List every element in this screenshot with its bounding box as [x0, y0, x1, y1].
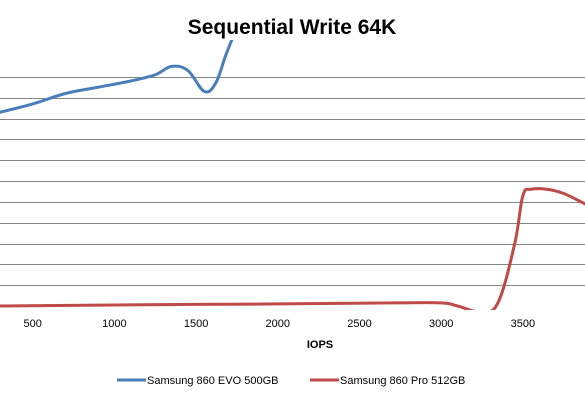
x-tick-label: 3500 — [511, 318, 535, 330]
x-tick-label: 2500 — [347, 318, 371, 330]
legend-label-2: Samsung 860 Pro 512GB — [340, 375, 465, 387]
chart-title: Sequential Write 64K — [188, 16, 397, 39]
x-axis-label: IOPS — [307, 339, 333, 351]
x-tick-label: 500 — [24, 318, 42, 330]
series-line-1 — [0, 40, 234, 114]
legend-label-1: Samsung 860 EVO 500GB — [147, 375, 278, 387]
series-line-2 — [0, 187, 585, 310]
x-tick-label: 1000 — [102, 318, 126, 330]
series-layer — [0, 40, 585, 310]
x-tick-label: 1500 — [184, 318, 208, 330]
x-tick-labels: 500 1000 1500 2000 2500 3000 3500 — [24, 318, 536, 330]
gridlines — [0, 77, 585, 286]
legend: Samsung 860 EVO 500GB Samsung 860 Pro 512… — [117, 375, 465, 387]
x-tick-label: 2000 — [266, 318, 290, 330]
x-tick-label: 3000 — [429, 318, 453, 330]
